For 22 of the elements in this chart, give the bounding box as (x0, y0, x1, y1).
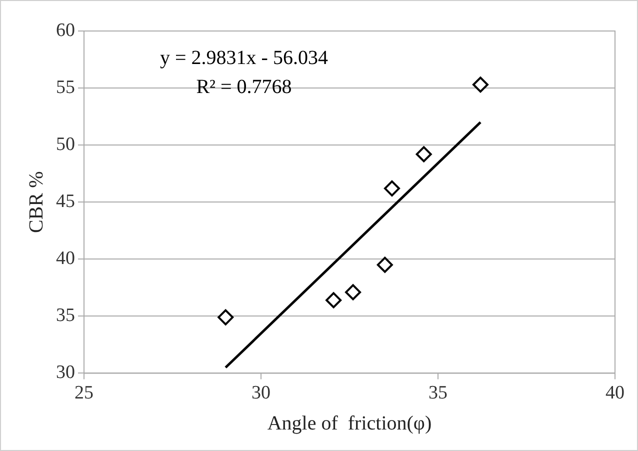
y-tick-label: 60 (56, 20, 75, 41)
y-tick-label: 50 (56, 134, 75, 156)
y-axis-title: CBR % (25, 171, 48, 233)
x-tick-label: 40 (606, 382, 624, 404)
y-tick-label: 45 (56, 191, 75, 212)
y-tick-label: 40 (56, 248, 75, 270)
y-tick-label: 55 (56, 77, 75, 98)
annotation: y = 2.9831x - 56.034 (160, 47, 328, 69)
annotation: R² = 0.7768 (196, 76, 292, 98)
x-tick-label: 35 (428, 382, 448, 404)
point (218, 309, 234, 326)
x-axis-title: Angle of friction(φ) (267, 412, 432, 434)
point (384, 180, 400, 196)
point (345, 284, 362, 300)
point (326, 292, 342, 308)
y-tick-label: 30 (56, 362, 75, 384)
point (472, 76, 488, 93)
x-tick-label: 30 (252, 382, 270, 404)
point (376, 256, 393, 273)
point (416, 146, 432, 162)
x-tick-label: 25 (74, 382, 94, 404)
y-tick-label: 35 (56, 305, 75, 326)
